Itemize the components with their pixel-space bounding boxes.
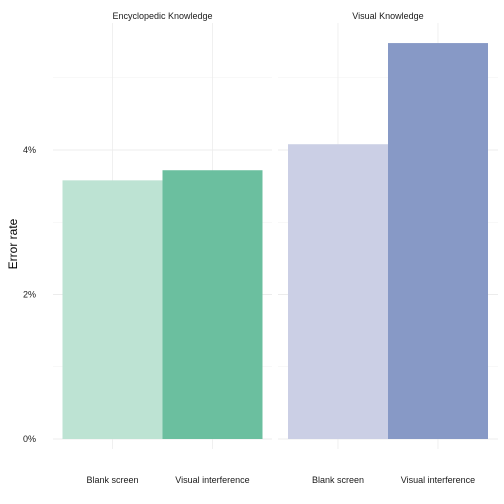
y-tick-label: 2%: [23, 290, 36, 300]
bar-visual-1: [388, 43, 488, 439]
y-tick-label: 0%: [23, 434, 36, 444]
bar-visual-0: [288, 144, 388, 439]
facet-panel-0: Encyclopedic Knowledge Blank screen Visual…: [53, 11, 272, 485]
facet-panel-1: Visual Knowledge Blank screen Visual inter…: [278, 11, 498, 485]
bar-encyclopedic-0: [62, 180, 163, 439]
facet-title: Encyclopedic Knowledge: [112, 11, 212, 21]
bar-encyclopedic-1: [162, 170, 263, 440]
x-tick-label: Blank screen: [312, 475, 364, 485]
facet-title: Visual Knowledge: [352, 11, 423, 21]
x-tick-label: Visual interference: [175, 475, 249, 485]
x-tick-label: Visual interference: [401, 475, 475, 485]
y-axis-label: Error rate: [6, 218, 20, 269]
x-tick-label: Blank screen: [86, 475, 138, 485]
y-tick-label: 4%: [23, 145, 36, 155]
